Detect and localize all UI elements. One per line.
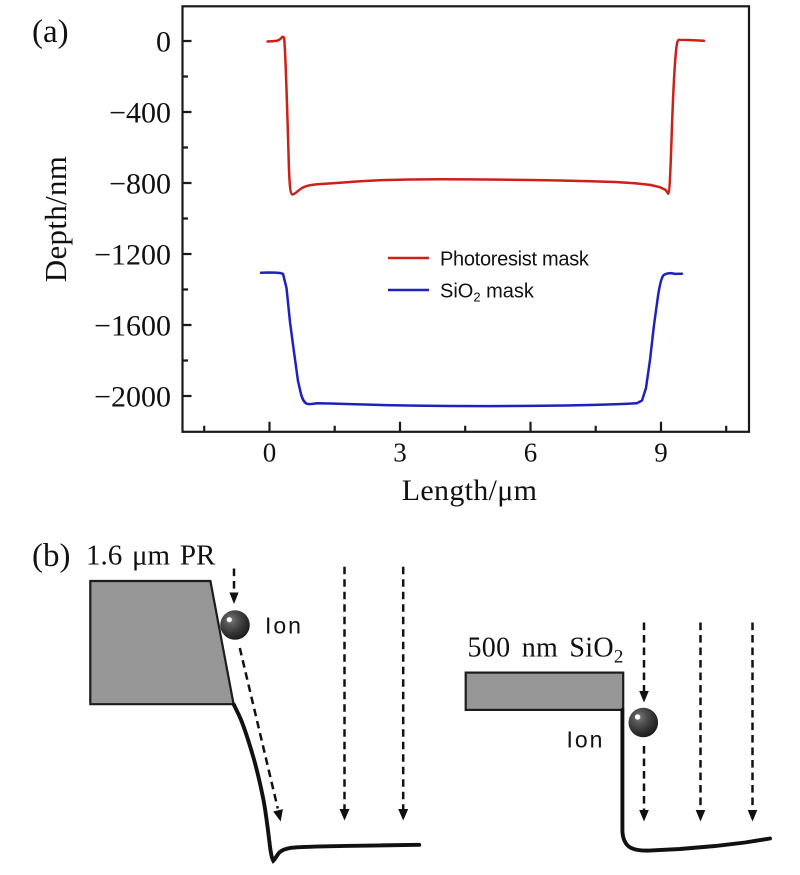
svg-text:3: 3 — [393, 438, 407, 468]
svg-text:(b): (b) — [32, 538, 70, 574]
svg-text:SiO2 mask: SiO2 mask — [440, 280, 535, 304]
svg-text:Length/μm: Length/μm — [402, 474, 537, 507]
svg-text:Ion: Ion — [265, 613, 303, 639]
svg-text:−400: −400 — [109, 97, 171, 130]
svg-text:6: 6 — [524, 438, 538, 468]
svg-text:(a): (a) — [32, 14, 69, 50]
svg-text:−1600: −1600 — [94, 310, 171, 343]
svg-text:Ion: Ion — [567, 727, 605, 753]
svg-text:−2000: −2000 — [94, 381, 171, 414]
svg-text:Photoresist mask: Photoresist mask — [440, 248, 590, 270]
svg-text:9: 9 — [654, 438, 668, 468]
svg-text:−1200: −1200 — [94, 239, 171, 272]
svg-text:500 nm SiO2: 500 nm SiO2 — [468, 633, 624, 668]
svg-text:1.6 μm PR: 1.6 μm PR — [86, 540, 216, 572]
svg-text:0: 0 — [263, 438, 277, 468]
svg-text:Depth/nm: Depth/nm — [38, 156, 73, 282]
svg-text:0: 0 — [156, 26, 171, 59]
svg-text:−800: −800 — [109, 168, 171, 201]
